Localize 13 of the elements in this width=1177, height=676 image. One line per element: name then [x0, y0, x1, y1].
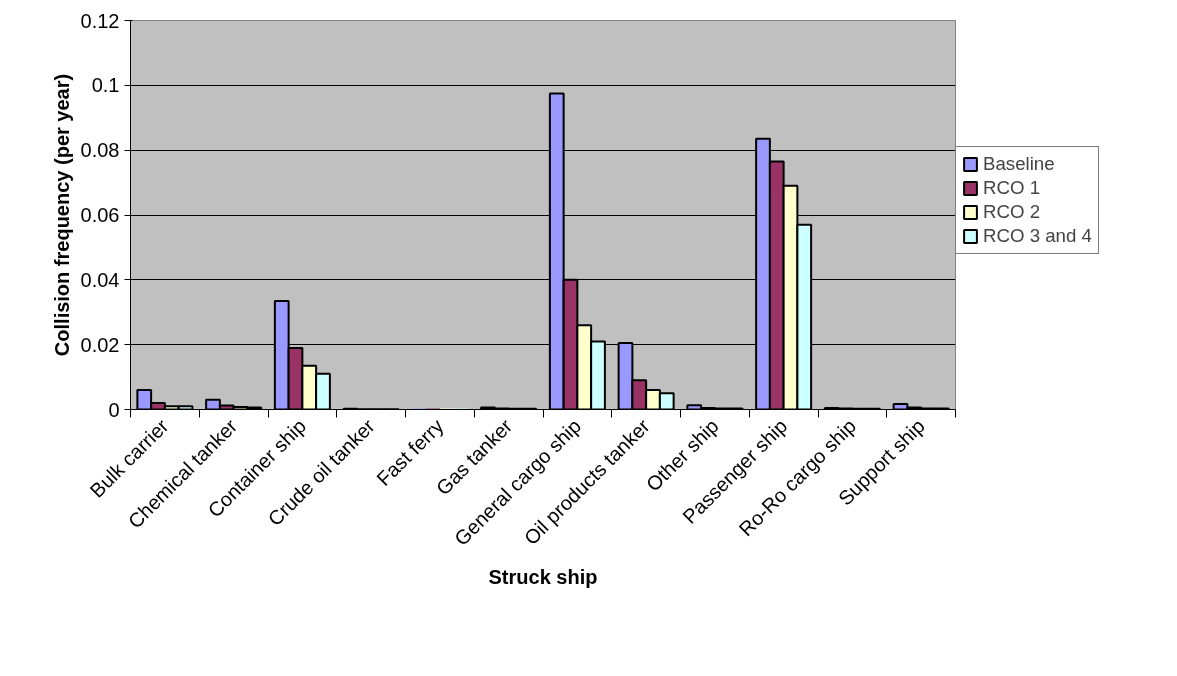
legend-label: RCO 1 [983, 177, 1041, 199]
legend-label: RCO 3 and 4 [983, 225, 1092, 247]
y-axis-title: Collision frequency (per year) [50, 73, 73, 357]
y-tick-label: 0.04 [80, 268, 120, 291]
y-tick-label: 0.02 [80, 333, 120, 356]
y-tick-label: 0.1 [91, 74, 120, 97]
y-tick-label: 0.12 [80, 9, 120, 32]
legend-label: Baseline [983, 153, 1055, 175]
x-axis-title: Struck ship [488, 565, 598, 588]
y-tick-label: 0.08 [80, 139, 120, 162]
y-tick-label: 0 [108, 398, 120, 421]
y-tick-label: 0.06 [80, 204, 120, 226]
legend-label: RCO 2 [983, 201, 1041, 223]
